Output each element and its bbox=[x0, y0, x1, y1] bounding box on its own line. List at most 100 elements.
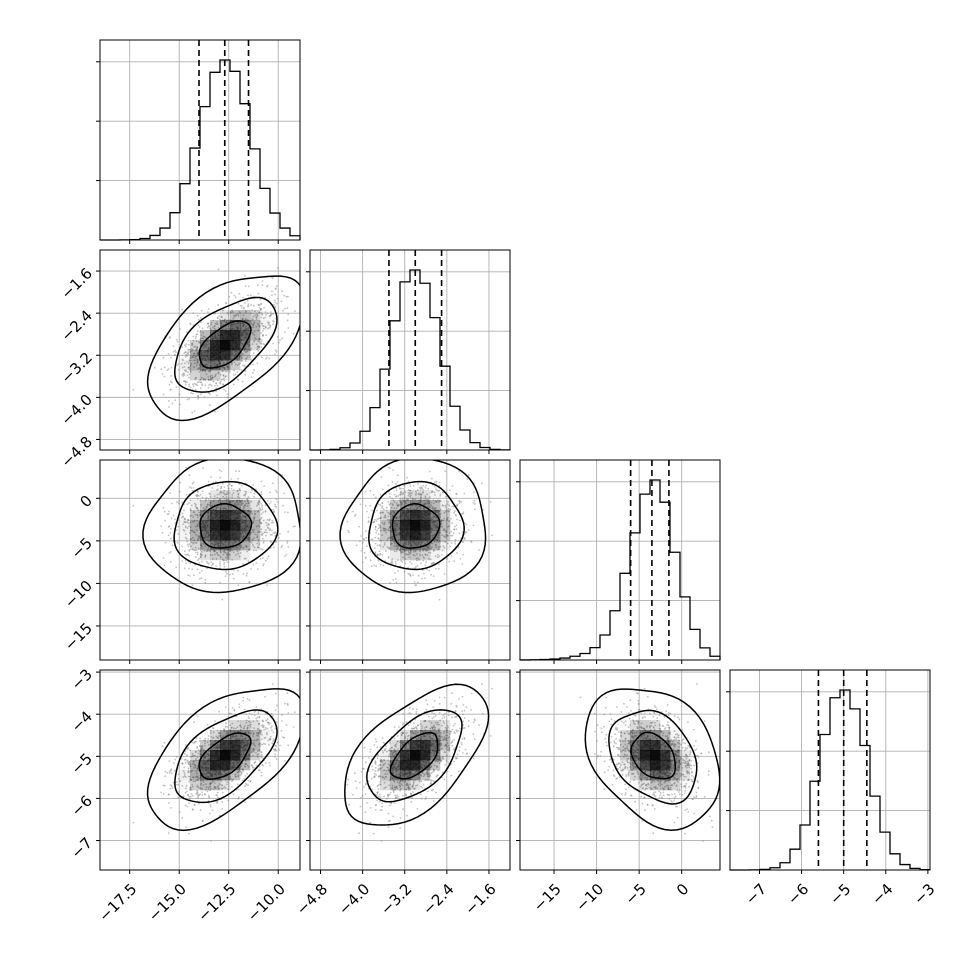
scatter-point bbox=[369, 489, 372, 492]
scatter-point bbox=[240, 340, 242, 342]
scatter-point bbox=[187, 366, 190, 369]
scatter-point bbox=[244, 490, 247, 493]
scatter-point bbox=[440, 523, 443, 526]
density-cell bbox=[400, 510, 411, 521]
scatter-point bbox=[271, 683, 274, 685]
scatter-point bbox=[198, 578, 201, 580]
scatter-point bbox=[235, 504, 238, 507]
scatter-point bbox=[222, 550, 225, 553]
scatter-point bbox=[441, 491, 444, 494]
scatter-point bbox=[169, 491, 172, 494]
scatter-point bbox=[423, 548, 426, 550]
scatter-point bbox=[226, 491, 229, 493]
scatter-point bbox=[431, 546, 433, 548]
scatter-point bbox=[211, 374, 214, 377]
scatter-point bbox=[269, 311, 272, 313]
scatter-point bbox=[444, 495, 447, 498]
scatter-point bbox=[428, 500, 430, 503]
scatter-point bbox=[247, 305, 250, 307]
scatter-point bbox=[195, 529, 198, 531]
scatter-point bbox=[424, 502, 427, 505]
scatter-point bbox=[193, 760, 196, 763]
scatter-point bbox=[220, 324, 223, 326]
scatter-point bbox=[389, 502, 392, 505]
scatter-point bbox=[403, 484, 405, 487]
scatter-point bbox=[455, 493, 458, 496]
scatter-point bbox=[196, 538, 199, 540]
scatter-point bbox=[240, 484, 243, 487]
scatter-point bbox=[272, 303, 275, 306]
scatter-point bbox=[199, 745, 202, 748]
scatter-point bbox=[189, 532, 191, 534]
scatter-point bbox=[187, 769, 190, 772]
histogram-step-3 bbox=[729, 689, 931, 871]
scatter-point bbox=[380, 476, 383, 478]
scatter-point bbox=[194, 376, 197, 379]
density-cell bbox=[230, 530, 241, 541]
scatter-point bbox=[170, 785, 173, 788]
scatter-point bbox=[442, 545, 445, 548]
scatter-point bbox=[418, 492, 421, 495]
scatter-point bbox=[178, 381, 181, 384]
scatter-point bbox=[404, 500, 406, 503]
scatter-point bbox=[246, 764, 249, 767]
scatter-point bbox=[399, 501, 402, 504]
scatter-point bbox=[196, 786, 199, 788]
scatter-point bbox=[465, 523, 468, 526]
scatter-point bbox=[266, 321, 269, 324]
scatter-point bbox=[232, 778, 235, 781]
scatter-point bbox=[435, 501, 438, 503]
scatter-point bbox=[447, 500, 449, 503]
scatter-point bbox=[281, 714, 283, 716]
density-cell bbox=[380, 500, 390, 510]
scatter-point bbox=[378, 550, 381, 553]
contour-level-2 bbox=[339, 460, 487, 594]
scatter-point bbox=[218, 469, 221, 471]
scatter-point bbox=[272, 320, 275, 323]
scatter-point bbox=[377, 523, 380, 526]
scatter-point bbox=[201, 745, 204, 748]
scatter-point bbox=[249, 780, 252, 782]
density-panel-2-0 bbox=[99, 459, 301, 661]
scatter-point bbox=[438, 540, 441, 543]
scatter-point bbox=[463, 492, 466, 495]
scatter-point bbox=[243, 364, 246, 367]
scatter-point bbox=[286, 692, 289, 695]
scatter-point bbox=[454, 513, 457, 516]
scatter-point bbox=[259, 298, 262, 301]
scatter-point bbox=[183, 362, 186, 365]
scatter-point bbox=[219, 380, 222, 383]
scatter-point bbox=[199, 493, 202, 496]
scatter-point bbox=[250, 510, 252, 513]
scatter-point bbox=[244, 762, 247, 765]
scatter-point bbox=[191, 808, 194, 811]
contour-level-0 bbox=[391, 503, 441, 549]
scatter-point bbox=[434, 511, 437, 514]
scatter-point bbox=[261, 325, 264, 327]
scatter-point bbox=[210, 379, 213, 381]
scatter-point bbox=[434, 509, 437, 512]
density-cell bbox=[410, 500, 421, 511]
scatter-point bbox=[181, 366, 184, 369]
scatter-point bbox=[229, 550, 232, 552]
scatter-point bbox=[461, 531, 464, 534]
scatter-point bbox=[251, 751, 254, 753]
scatter-point bbox=[393, 540, 396, 543]
scatter-point bbox=[196, 507, 199, 509]
scatter-point bbox=[186, 521, 189, 523]
density-content bbox=[100, 460, 300, 660]
scatter-point bbox=[160, 525, 163, 527]
scatter-point bbox=[395, 495, 397, 498]
scatter-point bbox=[245, 545, 248, 548]
scatter-point bbox=[238, 540, 241, 543]
scatter-point bbox=[389, 496, 391, 498]
density-cell bbox=[200, 490, 210, 500]
scatter-point bbox=[436, 556, 439, 559]
scatter-point bbox=[444, 529, 446, 532]
scatter-point bbox=[199, 748, 202, 751]
scatter-point bbox=[215, 387, 218, 390]
scatter-point bbox=[188, 567, 190, 570]
scatter-point bbox=[223, 563, 225, 566]
scatter-point bbox=[258, 311, 261, 314]
scatter-point bbox=[240, 342, 243, 345]
